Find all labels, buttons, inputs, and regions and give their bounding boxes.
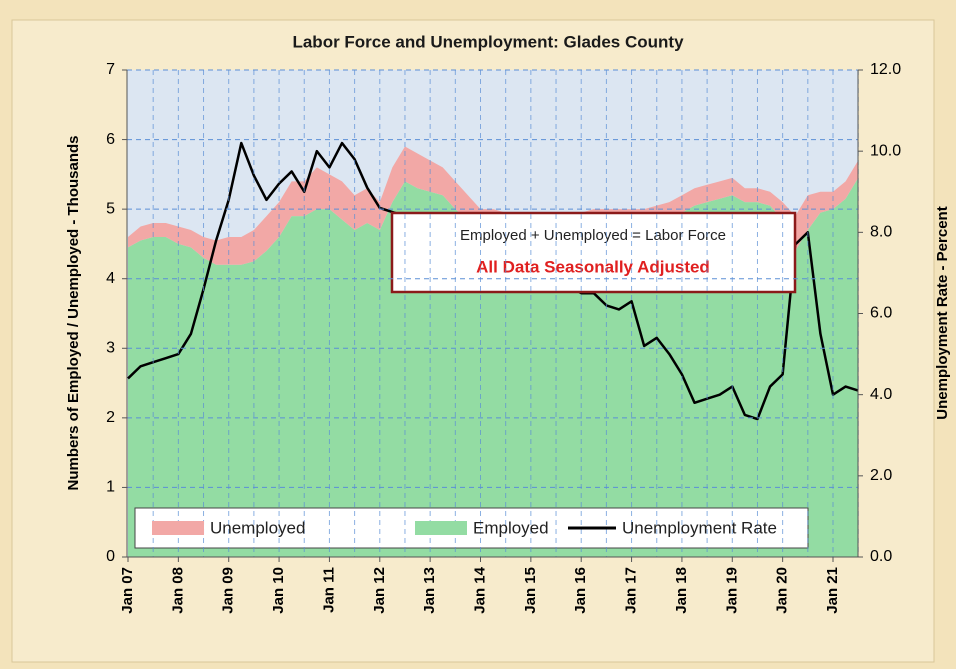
x-tick-label: Jan 21 <box>824 567 841 614</box>
x-tick-label: Jan 15 <box>522 567 539 614</box>
legend-label: Unemployment Rate <box>622 518 777 537</box>
area <box>128 146 859 265</box>
x-tick-label: Jan 11 <box>320 567 337 613</box>
legend-label: Employed <box>473 518 549 537</box>
y2-tick-label: 12.0 <box>870 61 901 78</box>
x-tick-label: Jan 08 <box>169 567 186 614</box>
annotation: All Data Seasonally Adjusted <box>476 257 710 276</box>
y-tick-label: 1 <box>106 479 115 496</box>
y-tick-label: 5 <box>106 200 115 217</box>
y-tick-label: 0 <box>106 548 115 565</box>
y-tick-label: 3 <box>106 340 115 357</box>
y2-tick-label: 0.0 <box>870 548 892 565</box>
y2-tick-label: 8.0 <box>870 224 892 241</box>
x-tick-label: Jan 18 <box>673 567 690 614</box>
x-tick-label: Jan 16 <box>572 567 589 614</box>
y-tick-label: 6 <box>106 131 115 148</box>
x-tick-label: Jan 10 <box>270 567 287 614</box>
x-tick-label: Jan 19 <box>723 567 740 614</box>
annotation: Employed + Unemployed = Labor Force <box>460 227 726 244</box>
y2-axis-label: Unemployment Rate - Percent <box>934 206 951 419</box>
legend-swatch <box>415 521 467 535</box>
x-tick-label: Jan 12 <box>371 567 388 614</box>
y-axis-label: Numbers of Employed / Unemployed - Thous… <box>65 135 82 490</box>
x-tick-label: Jan 13 <box>421 567 438 614</box>
x-tick-label: Jan 17 <box>623 567 640 614</box>
x-tick-label: Jan 09 <box>220 567 237 614</box>
chart-title: Labor Force and Unemployment: Glades Cou… <box>292 32 684 51</box>
annotation-box <box>390 211 797 294</box>
legend-label: Unemployed <box>210 518 305 537</box>
y2-tick-label: 4.0 <box>870 386 892 403</box>
x-tick-label: Jan 20 <box>774 567 791 614</box>
legend <box>134 507 809 549</box>
y-tick-label: 2 <box>106 409 115 426</box>
x-tick-label: Jan 14 <box>471 566 488 613</box>
y-tick-label: 7 <box>106 61 115 78</box>
y2-tick-label: 6.0 <box>870 305 892 322</box>
y2-tick-label: 2.0 <box>870 467 892 484</box>
y-tick-label: 4 <box>106 270 115 287</box>
y2-tick-label: 10.0 <box>870 142 901 159</box>
legend-swatch <box>152 521 204 535</box>
x-tick-label: Jan 07 <box>119 567 136 614</box>
